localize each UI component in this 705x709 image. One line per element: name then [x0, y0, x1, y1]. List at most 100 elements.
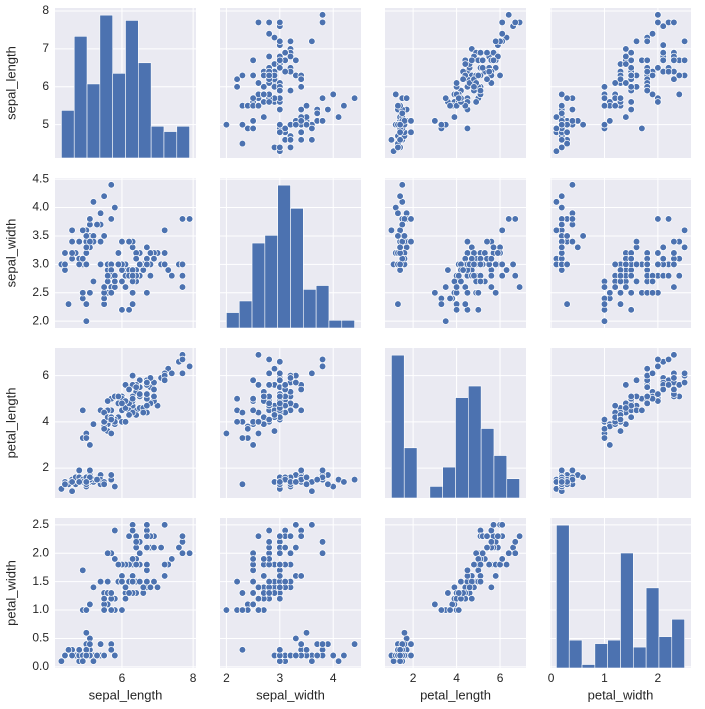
point: [75, 260, 83, 269]
hist-bar: [226, 312, 240, 329]
point: [82, 606, 90, 614]
point: [396, 651, 404, 660]
point: [340, 478, 348, 486]
hist-bar: [671, 618, 685, 669]
point: [111, 482, 119, 491]
point: [107, 429, 115, 438]
point: [276, 392, 284, 401]
point: [437, 121, 446, 129]
point: [643, 399, 651, 408]
point: [313, 109, 321, 117]
point: [265, 589, 273, 597]
point: [670, 351, 678, 359]
point: [498, 260, 506, 269]
point: [161, 376, 169, 384]
point: [249, 441, 257, 449]
point: [483, 75, 491, 83]
point: [249, 94, 257, 102]
point: [161, 260, 169, 269]
point: [143, 289, 151, 297]
point: [632, 376, 641, 384]
y-tick-label: 8: [42, 3, 49, 17]
point: [313, 475, 321, 484]
point: [100, 232, 108, 240]
hist-bar: [581, 664, 596, 669]
point: [511, 549, 519, 557]
point: [638, 406, 646, 414]
point: [670, 18, 678, 27]
point: [400, 629, 409, 637]
point: [318, 362, 327, 371]
point: [61, 260, 69, 269]
point: [670, 249, 678, 257]
point: [664, 381, 673, 389]
hist-bar: [391, 354, 405, 499]
point: [136, 577, 144, 586]
x-tick-label: 6: [497, 671, 504, 685]
point: [75, 466, 83, 475]
point: [558, 478, 566, 486]
point: [150, 543, 158, 552]
point: [150, 392, 158, 401]
point: [175, 543, 183, 552]
point: [632, 237, 641, 246]
point: [446, 294, 454, 303]
point: [654, 215, 662, 223]
point: [68, 237, 76, 246]
y-tick-label: 6: [42, 79, 49, 93]
point: [627, 64, 635, 72]
x-tick-label: 0: [548, 671, 555, 685]
point: [670, 374, 678, 382]
point: [233, 83, 241, 91]
point: [600, 102, 609, 110]
point: [468, 595, 476, 603]
point: [276, 532, 284, 540]
point: [568, 466, 577, 475]
point: [107, 181, 115, 189]
point: [476, 560, 485, 569]
point: [622, 45, 630, 53]
point: [659, 56, 667, 64]
point: [643, 56, 651, 64]
point: [455, 94, 463, 102]
point: [457, 577, 465, 586]
hist-bar: [86, 83, 101, 159]
point: [75, 237, 83, 246]
point: [265, 369, 273, 377]
point: [244, 425, 252, 433]
point: [476, 260, 485, 269]
point: [394, 232, 402, 240]
point: [494, 532, 502, 540]
point: [398, 220, 406, 229]
point: [643, 37, 651, 45]
point: [470, 83, 478, 91]
point: [616, 427, 625, 435]
point: [468, 56, 476, 64]
x-tick-label: 1: [601, 671, 608, 685]
point: [161, 226, 169, 234]
point: [622, 79, 630, 87]
point: [340, 102, 348, 110]
point: [670, 283, 678, 291]
point: [292, 521, 300, 529]
point: [498, 226, 506, 234]
x-axis-label: sepal_width: [256, 687, 325, 702]
point: [643, 260, 651, 269]
point: [324, 480, 332, 488]
point: [254, 595, 263, 603]
point: [100, 651, 108, 660]
point: [86, 237, 94, 246]
hist-bar: [251, 242, 266, 329]
x-axis-label: petal_length: [420, 687, 491, 702]
point: [297, 385, 305, 394]
point: [104, 272, 112, 280]
point: [150, 385, 158, 394]
point: [461, 300, 469, 308]
point: [128, 371, 137, 380]
point: [265, 526, 273, 535]
point: [444, 266, 452, 274]
point: [297, 83, 305, 91]
point: [622, 283, 630, 291]
point: [68, 249, 76, 257]
point: [143, 560, 151, 569]
